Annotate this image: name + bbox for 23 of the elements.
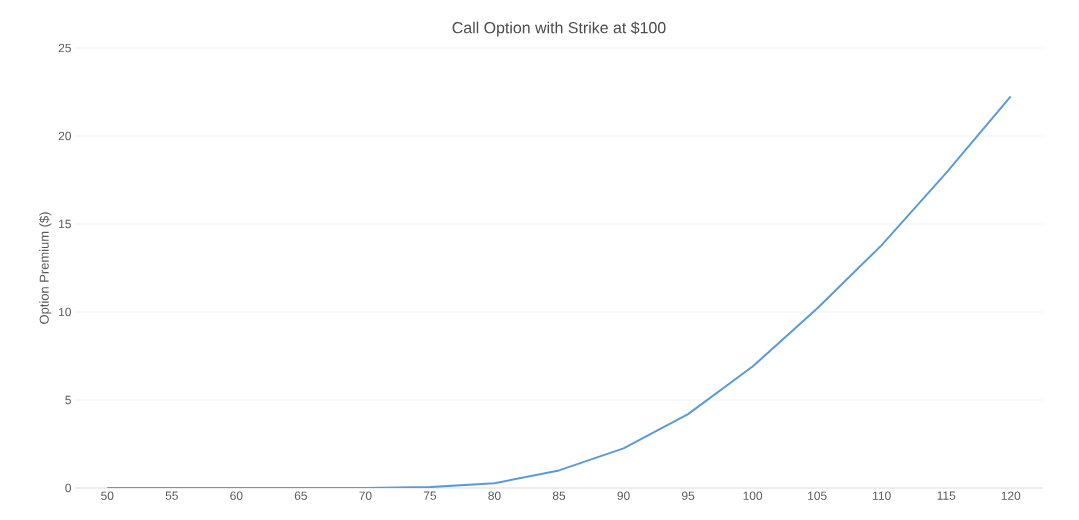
y-tick-label: 10	[59, 307, 72, 317]
x-tick-label: 105	[808, 491, 827, 500]
x-tick-label: 75	[423, 491, 437, 500]
y-tick-label: 20	[58, 131, 72, 141]
y-tick-label: 15	[59, 219, 71, 229]
x-tick-label: 65	[294, 491, 308, 500]
y-tick-label: 25	[58, 43, 71, 53]
y-tick-label: 0	[65, 483, 72, 493]
y-tick-label: 5	[65, 395, 71, 405]
x-tick-label: 85	[552, 491, 566, 500]
chart-title: Call Option with Strike at $100	[452, 21, 666, 37]
x-tick-label: 60	[230, 491, 243, 500]
y-axis-title: Option Premium ($)	[39, 212, 52, 324]
x-tick-label: 50	[101, 491, 114, 500]
x-tick-label: 120	[1001, 491, 1021, 500]
x-tick-label: 115	[937, 491, 956, 500]
x-tick-label: 55	[165, 491, 178, 500]
x-tick-label: 80	[488, 491, 501, 500]
x-tick-label: 90	[617, 491, 630, 500]
x-tick-label: 95	[681, 491, 695, 500]
x-tick-label: 100	[743, 491, 763, 500]
x-tick-label: 70	[359, 491, 372, 500]
x-tick-label: 110	[873, 491, 891, 500]
